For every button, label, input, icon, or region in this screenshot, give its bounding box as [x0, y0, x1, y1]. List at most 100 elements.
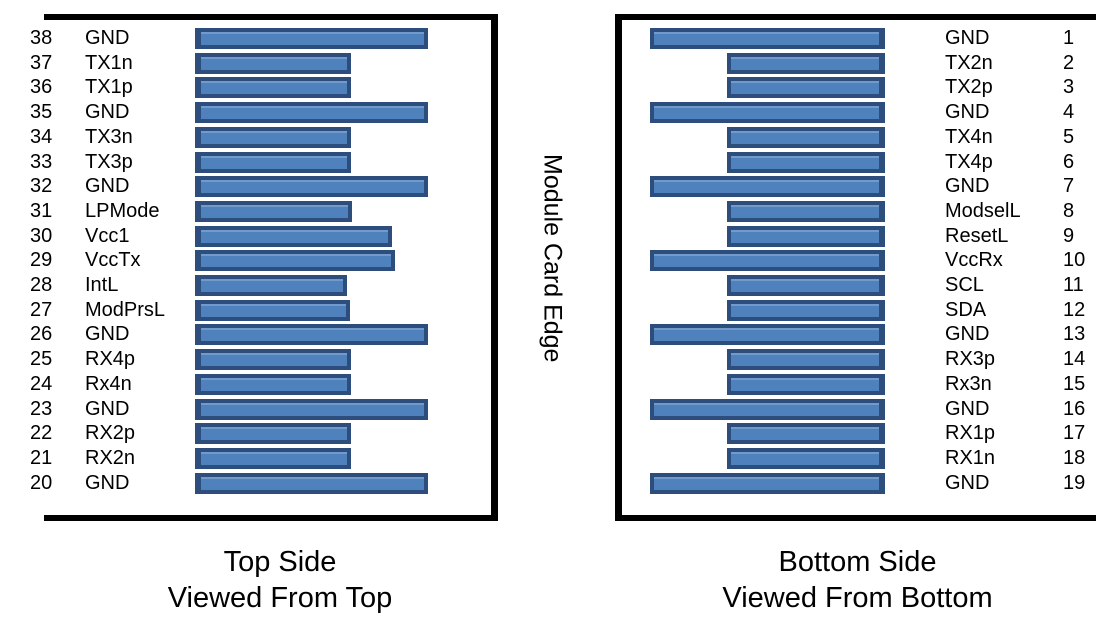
pin-pad-bar	[195, 126, 351, 148]
pin-row-3: TX2p 3	[615, 76, 1100, 99]
pin-pad-bar	[195, 472, 428, 494]
pin-pad-bar	[195, 275, 347, 296]
pin-number: 36	[30, 76, 53, 99]
pin-number: 15	[1063, 372, 1086, 395]
pin-row-22: 22 RX2p	[0, 422, 560, 445]
pin-label: GND	[945, 27, 990, 49]
pin-number: 24	[30, 372, 53, 395]
pin-pad-bar	[727, 200, 885, 222]
pin-pad-bar	[195, 373, 351, 395]
pin-pad-bar	[195, 200, 352, 222]
pin-number: 12	[1063, 298, 1086, 321]
pin-row-32: 32 GND	[0, 176, 560, 198]
pin-label: TX4n	[945, 125, 993, 148]
pin-number: 19	[1063, 471, 1086, 494]
pin-row-15: Rx3n 15	[615, 372, 1100, 395]
pin-label: GND	[945, 397, 990, 420]
pin-pad-bar	[195, 151, 351, 173]
pin-pad-bar	[727, 373, 885, 395]
pin-row-28: 28 IntL	[0, 275, 560, 296]
pin-label: IntL	[85, 274, 119, 296]
pin-number: 10	[1063, 249, 1086, 272]
pin-label: LPMode	[85, 199, 160, 222]
pin-number: 23	[30, 397, 53, 420]
pin-pad-bar	[650, 398, 885, 420]
pin-number: 30	[30, 224, 53, 247]
pin-pad-bar	[195, 28, 428, 49]
pin-label: GND	[945, 323, 990, 346]
top-side-panel-border-right	[491, 14, 498, 521]
pin-number: 26	[30, 323, 53, 346]
pin-label: RX4p	[85, 348, 136, 371]
pin-row-5: TX4n 5	[615, 125, 1100, 148]
pin-row-12: SDA 12	[615, 298, 1100, 321]
pin-row-37: 37 TX1n	[0, 51, 560, 74]
bottom-side-caption-line1: Bottom Side	[778, 546, 937, 578]
pin-label: GND	[85, 471, 130, 494]
pin-pad-bar	[727, 225, 885, 247]
pin-number: 33	[30, 150, 53, 173]
pin-row-23: 23 GND	[0, 397, 560, 420]
pin-label: GND	[85, 397, 130, 420]
top-side-panel-border-bottom	[44, 515, 498, 521]
pin-pad-bar	[195, 250, 395, 272]
pin-number: 21	[30, 446, 53, 469]
pin-pad-bar	[195, 299, 350, 321]
pin-label: TX3p	[85, 150, 133, 173]
pin-label: SCL	[945, 274, 984, 296]
pin-row-8: ModselL 8	[615, 199, 1100, 222]
pin-number: 25	[30, 348, 53, 371]
pin-pad-bar	[727, 151, 885, 173]
pin-number: 3	[1063, 76, 1075, 99]
pin-pad-bar	[195, 349, 351, 371]
pin-label: TX1n	[85, 51, 133, 74]
pin-pad-bar	[650, 28, 885, 49]
pin-number: 22	[30, 422, 53, 445]
pin-label: Rx3n	[945, 372, 992, 395]
pin-label: GND	[945, 101, 990, 124]
pin-pad-bar	[650, 250, 885, 272]
pin-label: GND	[85, 101, 130, 124]
pin-label: RX2p	[85, 422, 136, 445]
bottom-side-caption: Bottom Side Viewed From Bottom	[640, 544, 1075, 616]
pin-row-7: GND 7	[615, 175, 1100, 198]
pin-row-35: 35 GND	[0, 101, 560, 124]
pin-number: 27	[30, 298, 53, 321]
pin-row-11: SCL 11	[615, 275, 1100, 296]
pin-number: 11	[1063, 274, 1084, 296]
pin-number: 5	[1063, 125, 1075, 148]
pin-pad-bar	[650, 176, 885, 198]
pin-number: 7	[1063, 175, 1075, 198]
pin-label: TX4p	[945, 150, 993, 173]
pin-row-36: 36 TX1p	[0, 76, 560, 99]
pin-label: TX1p	[85, 76, 133, 99]
top-side-caption-line1: Top Side	[223, 546, 337, 578]
pin-number: 38	[30, 27, 53, 49]
pin-pad-bar	[195, 447, 351, 469]
pin-pad-bar	[195, 176, 428, 198]
pin-row-25: 25 RX4p	[0, 348, 560, 371]
pin-label: GND	[85, 27, 130, 49]
pin-pad-bar	[195, 423, 351, 445]
bottom-side-caption-line2: Viewed From Bottom	[722, 582, 993, 614]
pin-row-19: GND 19	[615, 471, 1100, 494]
pin-label: GND	[85, 323, 130, 346]
pin-label: GND	[945, 471, 990, 494]
pin-pad-bar	[650, 324, 885, 346]
pin-number: 16	[1063, 397, 1086, 420]
pin-row-2: TX2n 2	[615, 52, 1100, 74]
pin-number: 17	[1063, 422, 1086, 445]
pin-number: 8	[1063, 199, 1075, 222]
pin-pad-bar	[195, 398, 428, 420]
pin-row-33: 33 TX3p	[0, 150, 560, 173]
pin-pad-bar	[727, 447, 885, 469]
pin-row-17: RX1p 17	[615, 422, 1100, 445]
pin-row-29: 29 VccTx	[0, 250, 560, 272]
pin-number: 4	[1063, 101, 1075, 124]
pin-row-13: GND 13	[615, 323, 1100, 346]
pin-label: VccRx	[945, 249, 1003, 272]
pin-number: 35	[30, 101, 53, 124]
pin-row-27: 27 ModPrsL	[0, 298, 560, 321]
top-side-panel-border-top	[44, 14, 491, 20]
